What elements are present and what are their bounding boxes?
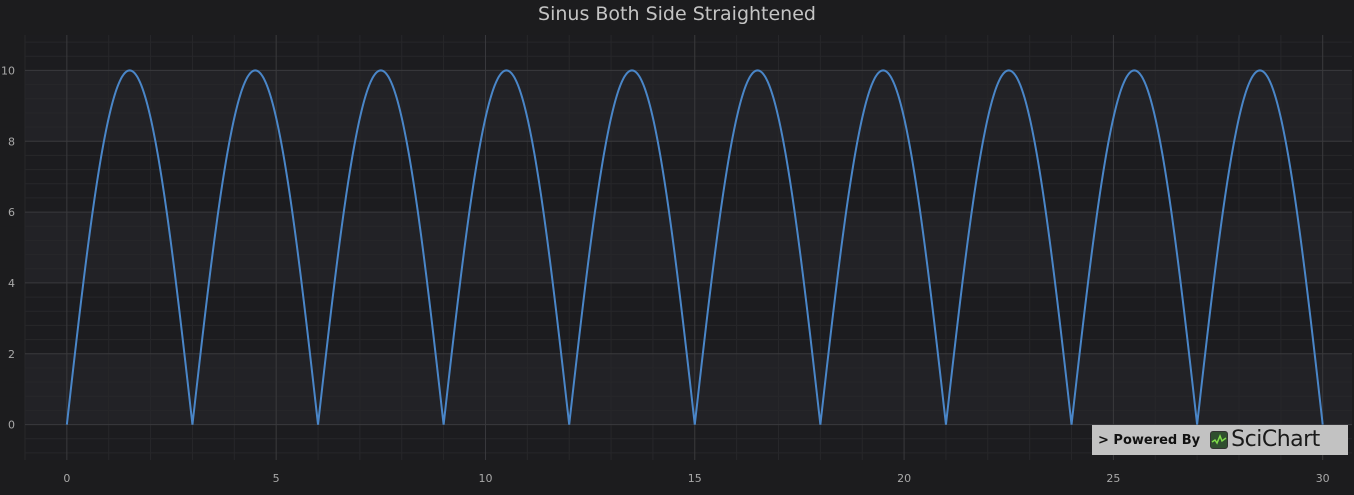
x-tick-label: 10 xyxy=(478,472,492,485)
series-line xyxy=(65,69,1324,425)
y-tick-label: 4 xyxy=(8,277,15,290)
plot-band xyxy=(25,212,1352,283)
x-tick-label: 25 xyxy=(1106,472,1120,485)
powered-by-watermark[interactable]: > Powered By SciChart xyxy=(1092,425,1348,455)
plot-bands xyxy=(25,35,1352,460)
major-gridlines xyxy=(25,35,1352,460)
y-tick-label: 2 xyxy=(8,348,15,361)
chart-title: Sinus Both Side Straightened xyxy=(538,3,816,25)
x-tick-label: 30 xyxy=(1316,472,1330,485)
y-axis-tick-labels: 0 2 4 6 8 10 xyxy=(1,64,15,431)
x-tick-label: 20 xyxy=(897,472,911,485)
watermark-text: > Powered By xyxy=(1098,432,1201,448)
scichart-logo-name: SciChart xyxy=(1231,427,1320,452)
scichart-logo: SciChart xyxy=(1210,429,1320,451)
minor-gridlines xyxy=(24,35,1352,460)
y-tick-label: 10 xyxy=(1,64,15,77)
x-tick-label: 0 xyxy=(63,472,70,485)
plot-band xyxy=(25,70,1352,142)
y-tick-label: 6 xyxy=(8,206,15,219)
y-tick-label: 0 xyxy=(8,419,15,432)
x-axis-tick-labels: 0 5 10 15 20 25 30 xyxy=(63,472,1329,485)
series-layer xyxy=(65,69,1324,425)
y-tick-label: 8 xyxy=(8,135,15,148)
scichart-logo-icon xyxy=(1210,431,1229,449)
x-tick-label: 5 xyxy=(273,472,280,485)
x-tick-label: 15 xyxy=(688,472,702,485)
